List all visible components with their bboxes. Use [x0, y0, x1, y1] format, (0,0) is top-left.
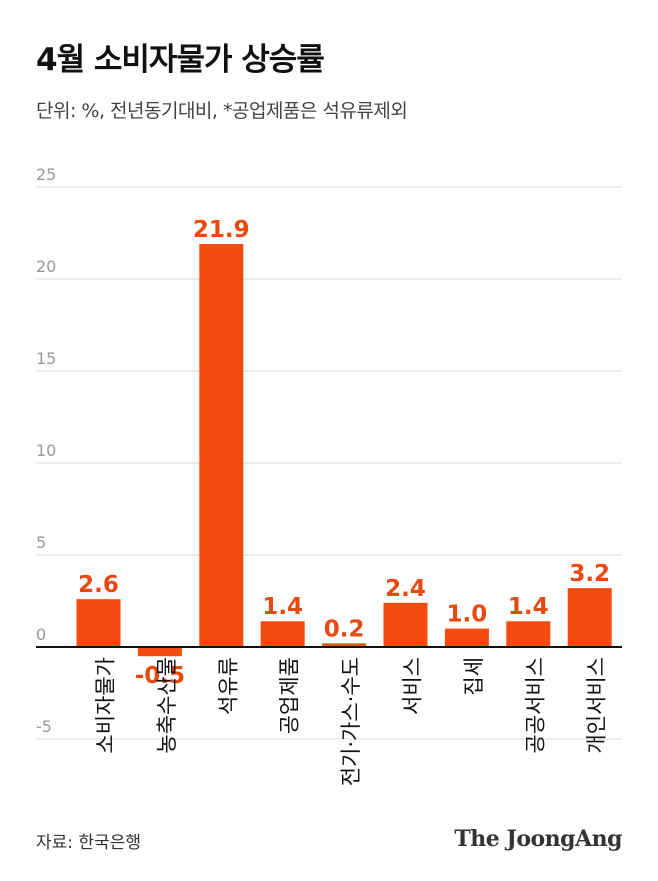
data-label: 0.2 [324, 616, 365, 642]
source-note: 자료: 한국은행 [36, 833, 141, 853]
y-tick-label: 20 [36, 257, 56, 276]
data-label: 1.0 [447, 602, 488, 628]
data-label: 1.4 [262, 594, 303, 620]
category-label: 공업제품 [278, 657, 302, 734]
category-label: 농축수산물 [155, 657, 179, 754]
y-tick-label: 10 [36, 441, 56, 460]
data-label: -0.5 [135, 663, 185, 689]
category-label: 전기·가스·수도 [339, 657, 363, 786]
data-label: 2.4 [385, 576, 426, 602]
data-labels: 2.6 -0.5 21.9 1.4 0.2 2.4 1.0 1.4 3.2 [78, 217, 610, 689]
y-tick-label: 15 [36, 349, 56, 368]
bar [76, 599, 121, 647]
data-label: 3.2 [569, 561, 610, 587]
category-label: 공공서비스 [523, 657, 547, 754]
bar [199, 244, 244, 648]
data-label: 21.9 [193, 217, 250, 243]
data-label: 1.4 [508, 594, 549, 620]
bar [137, 647, 182, 657]
bar [444, 628, 489, 647]
category-label: 개인서비스 [585, 657, 609, 754]
bar [383, 602, 428, 647]
bar [567, 588, 612, 647]
bars [76, 244, 612, 657]
publisher-logo: The JoongAng [454, 826, 622, 852]
chart-subtitle: 단위: %, 전년동기대비, *공업제품은 석유류제외 [36, 100, 408, 122]
category-label: 석유류 [216, 657, 240, 715]
y-tick-label: 0 [36, 625, 46, 644]
bar [322, 643, 367, 647]
bar [260, 621, 305, 647]
bar [506, 621, 551, 647]
category-label: 집세 [462, 657, 486, 696]
data-label: 2.6 [78, 572, 119, 598]
category-label: 소비자물가 [94, 657, 118, 754]
y-tick-label: -5 [36, 717, 52, 736]
category-labels: 소비자물가 농축수산물 석유류 공업제품 전기·가스·수도 서비스 집세 공공서비스 개인서비스 [94, 657, 609, 786]
chart-title: 4월 소비자물가 상승률 [36, 42, 325, 78]
y-tick-label: 25 [36, 165, 56, 184]
gridlines: 25 20 15 10 5 0 -5 [36, 165, 622, 740]
category-label: 서비스 [401, 657, 425, 715]
y-tick-label: 5 [36, 533, 46, 552]
